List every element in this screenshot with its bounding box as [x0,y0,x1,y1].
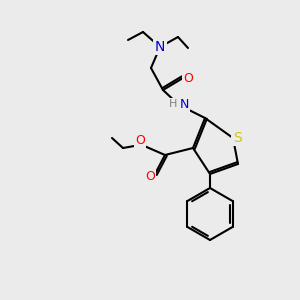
Text: H: H [169,99,177,109]
Text: N: N [155,40,165,54]
Text: N: N [179,98,189,110]
Text: O: O [183,71,193,85]
Text: S: S [232,131,242,145]
Text: O: O [145,170,155,184]
Text: O: O [135,134,145,148]
